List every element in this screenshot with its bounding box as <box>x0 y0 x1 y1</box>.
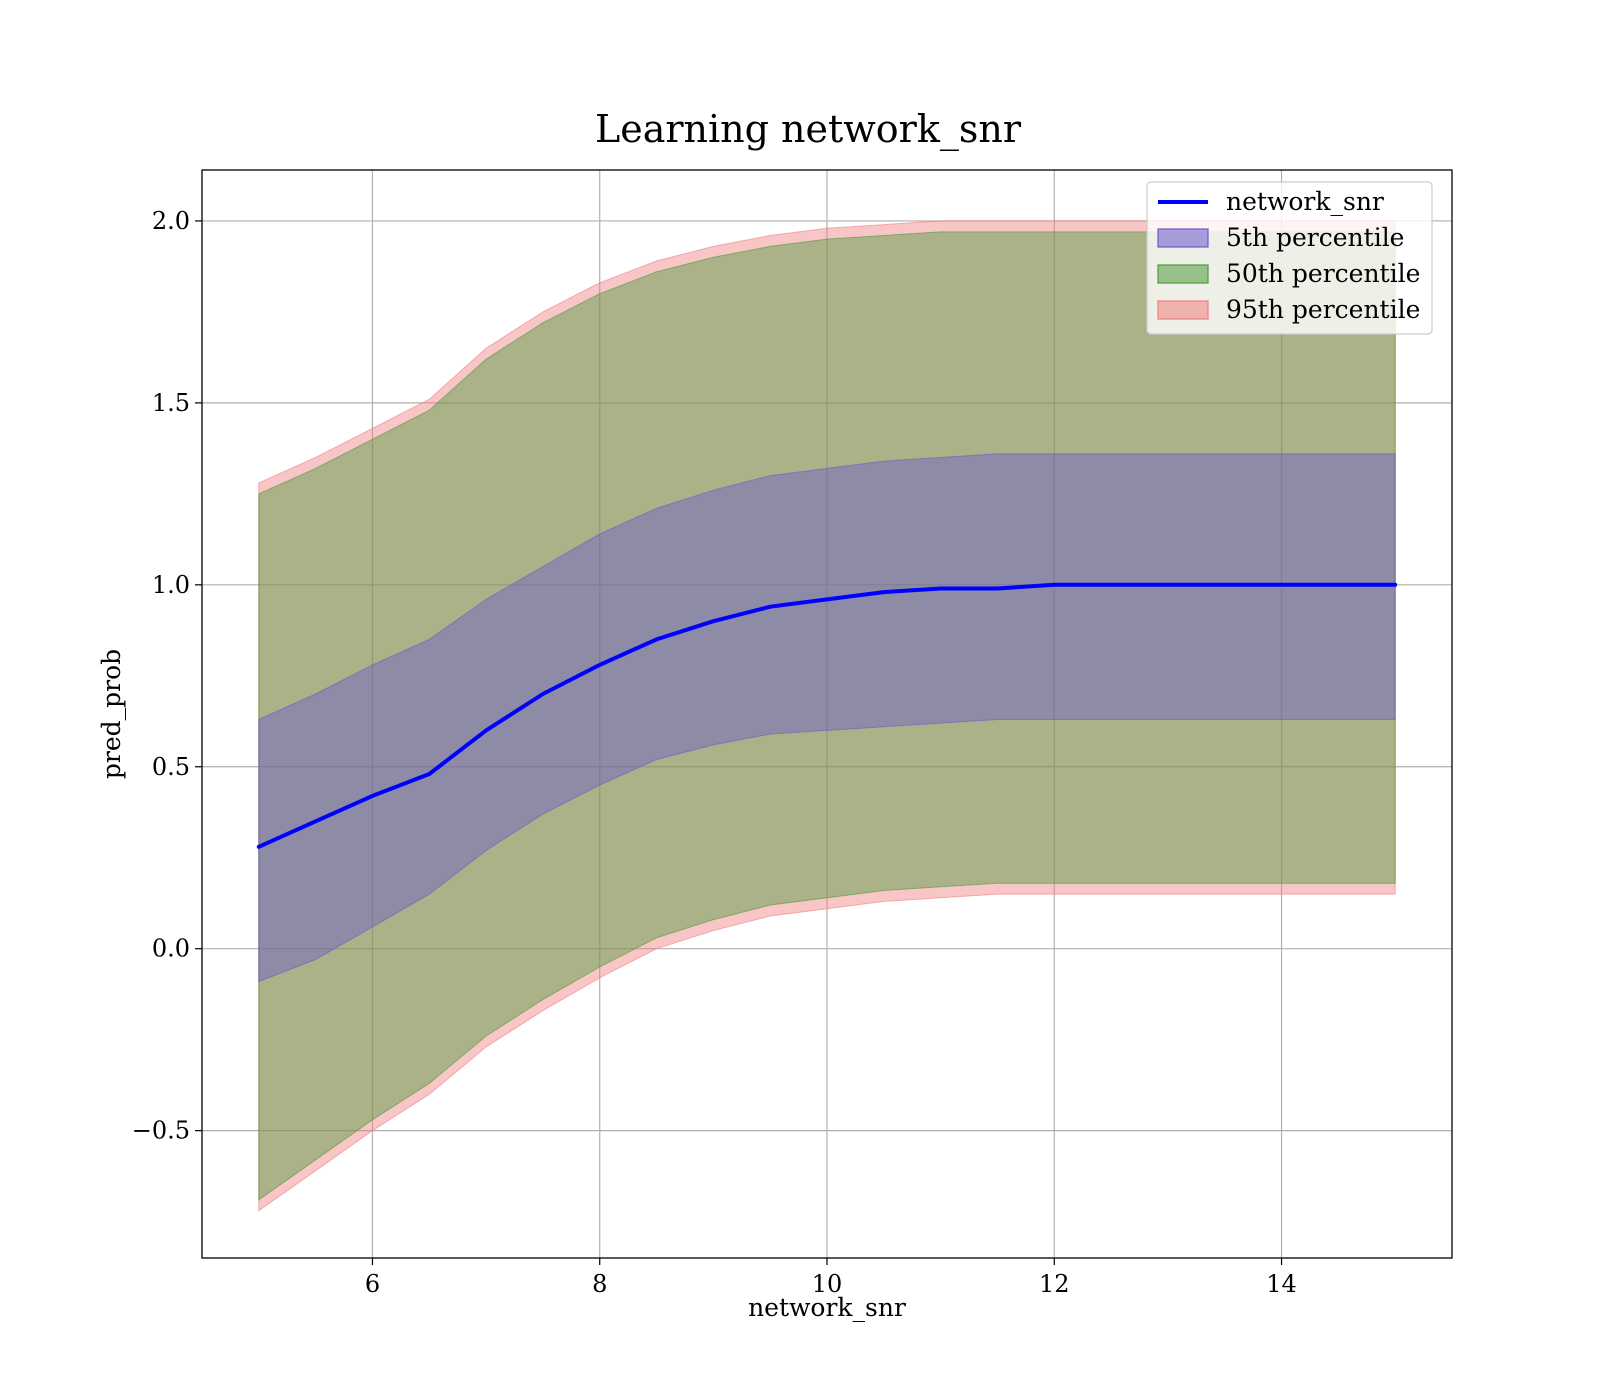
legend-label: 95th percentile <box>1226 295 1420 324</box>
y-tick-label: 1.0 <box>152 571 190 599</box>
legend-band-swatch <box>1157 300 1209 320</box>
percentile-bands <box>258 220 1396 1212</box>
line-network_snr <box>256 582 1398 849</box>
legend-band-swatch <box>1157 228 1209 248</box>
x-axis-label: network_snr <box>748 1293 906 1322</box>
legend-label: 50th percentile <box>1226 259 1420 288</box>
legend: network_snr 5th percentile 50th percentile… <box>1146 181 1433 335</box>
y-axis-ticks: −0.5 0.0 0.5 1.0 1.5 2.0 <box>132 207 202 1145</box>
legend-band-swatch <box>1157 264 1209 284</box>
x-tick-label: 14 <box>1266 1270 1297 1298</box>
y-tick-label: −0.5 <box>132 1117 190 1145</box>
x-tick-label: 6 <box>365 1270 380 1298</box>
x-tick-label: 8 <box>592 1270 607 1298</box>
y-tick-label: 0.0 <box>152 935 190 963</box>
y-axis-label: pred_prob <box>97 649 126 779</box>
legend-label: 5th percentile <box>1226 223 1404 252</box>
legend-label: network_snr <box>1226 187 1384 216</box>
x-tick-label: 10 <box>812 1270 843 1298</box>
y-tick-label: 2.0 <box>152 207 190 235</box>
y-tick-label: 0.5 <box>152 753 190 781</box>
chart-title: Learning network_snr <box>595 107 1022 152</box>
y-tick-label: 1.5 <box>152 389 190 417</box>
x-axis-ticks: 6 8 10 12 14 <box>365 1258 1297 1298</box>
series-lines <box>256 582 1398 849</box>
legend-frame <box>1146 181 1433 335</box>
grid-lines <box>202 170 1452 1258</box>
band-95th-percentile <box>258 220 1396 1212</box>
band-50th-percentile <box>258 231 1396 1201</box>
x-tick-label: 12 <box>1039 1270 1070 1298</box>
plot-area <box>201 169 1453 1259</box>
